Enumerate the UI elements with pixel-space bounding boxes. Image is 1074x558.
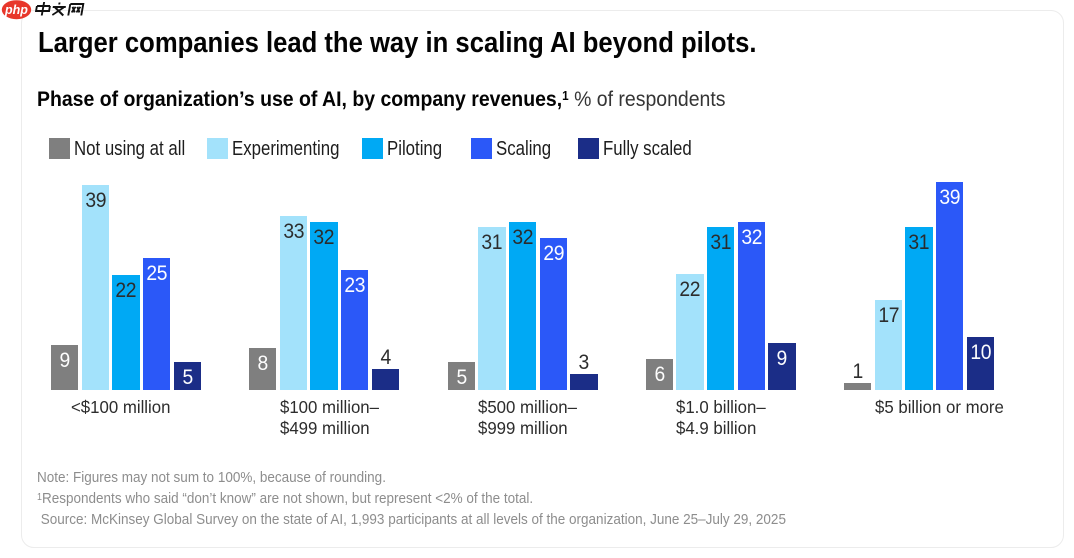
svg-text:php: php <box>4 3 28 17</box>
